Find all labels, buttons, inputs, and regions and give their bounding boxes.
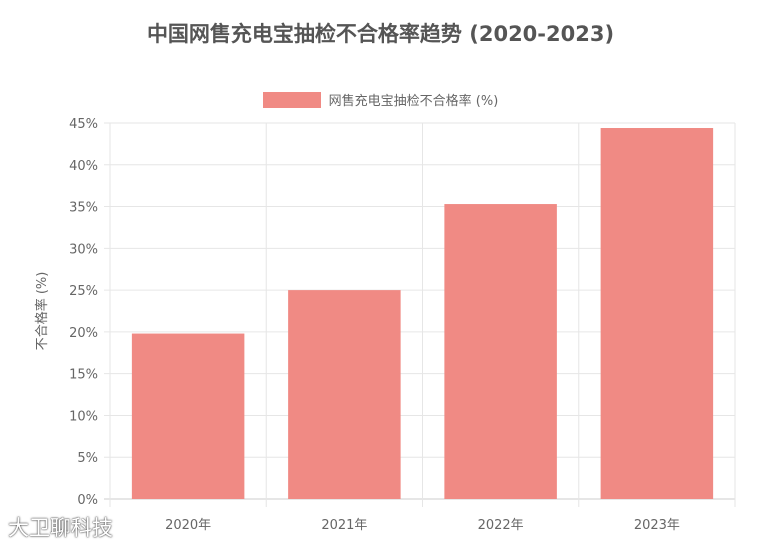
- y-tick-label: 15%: [69, 368, 98, 383]
- y-tick-label: 30%: [69, 242, 98, 257]
- legend-label: 网售充电宝抽检不合格率 (%): [328, 94, 499, 109]
- y-tick-label: 0%: [77, 493, 98, 508]
- x-tick-label: 2023年: [634, 518, 680, 533]
- x-tick-label: 2020年: [165, 518, 211, 533]
- bar-2023年: [600, 128, 714, 499]
- bar-2021年: [288, 290, 401, 499]
- y-tick-label: 35%: [69, 201, 98, 216]
- y-tick-label: 45%: [69, 117, 98, 132]
- bar-2020年: [131, 333, 245, 499]
- chart-title: 中国网售充电宝抽检不合格率趋势 (2020-2023): [146, 22, 615, 46]
- y-tick-label: 25%: [69, 284, 98, 299]
- y-tick-label: 40%: [69, 159, 98, 174]
- y-tick-label: 20%: [69, 326, 98, 341]
- y-axis-label: 不合格率 (%): [34, 272, 50, 351]
- x-tick-label: 2021年: [321, 518, 367, 533]
- y-tick-label: 5%: [77, 451, 98, 466]
- watermark: 大卫聊科技: [8, 516, 113, 540]
- x-tick-label: 2022年: [478, 518, 524, 533]
- legend[interactable]: 网售充电宝抽检不合格率 (%): [0, 90, 761, 109]
- legend-swatch: [262, 91, 321, 108]
- bar-2022年: [444, 204, 557, 499]
- y-tick-label: 10%: [69, 409, 98, 424]
